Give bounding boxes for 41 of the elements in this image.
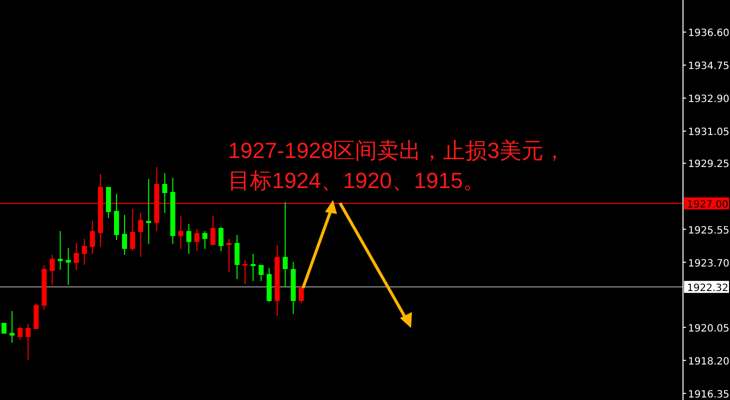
candlestick <box>178 215 184 250</box>
candlestick <box>250 253 256 282</box>
candlestick <box>242 259 248 285</box>
y-tick-label: 1931.05 <box>688 127 730 138</box>
candlestick <box>258 264 264 282</box>
y-tick-label: 1916.35 <box>688 389 730 400</box>
candlestick <box>226 238 232 272</box>
candlestick <box>210 215 216 246</box>
ref-line-label: 1922.32 <box>687 282 728 294</box>
y-tick-label: 1918.20 <box>688 356 730 368</box>
candlestick <box>218 226 224 252</box>
candlestick <box>10 310 15 344</box>
annotation: 1927-1928区间卖出，止损3美元， <box>228 138 566 163</box>
annotation: 目标1924、1920、1915。 <box>228 168 485 193</box>
candlestick <box>50 254 55 286</box>
candlestick <box>66 247 71 286</box>
y-tick-label: 1934.75 <box>688 61 730 72</box>
y-tick-label: 1929.25 <box>688 159 730 170</box>
candlestick <box>194 228 200 252</box>
ref-line-label: 1927.00 <box>687 199 728 210</box>
candlestick <box>82 238 87 266</box>
candlestick <box>90 220 95 254</box>
candlestick <box>202 230 208 250</box>
y-tick-label: 1923.70 <box>688 258 730 270</box>
candlestick <box>298 286 304 304</box>
y-tick-label: 1936.60 <box>688 28 730 40</box>
candlestick <box>122 214 128 256</box>
candlestick <box>186 223 192 254</box>
y-tick-label: 1925.55 <box>688 225 730 236</box>
candlestick <box>138 212 144 258</box>
candlestick <box>146 178 152 244</box>
candlestick <box>18 326 23 340</box>
candlestick <box>26 323 31 361</box>
candlestick <box>74 242 79 270</box>
candlestick <box>282 201 288 288</box>
y-tick-label: 1932.90 <box>688 94 730 106</box>
candlestick <box>58 230 63 270</box>
candlestick <box>234 234 240 280</box>
y-tick-label: 1920.05 <box>688 323 730 334</box>
candlestick <box>162 172 168 214</box>
candlestick <box>130 208 136 252</box>
